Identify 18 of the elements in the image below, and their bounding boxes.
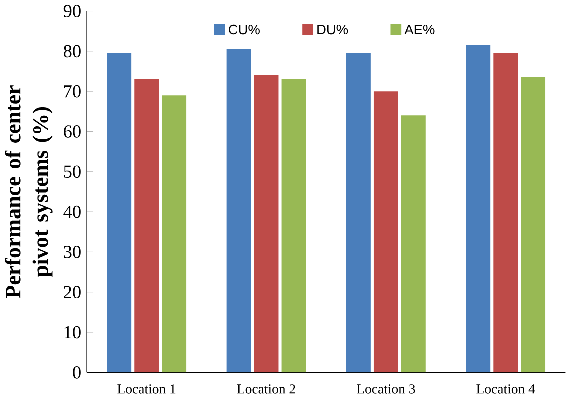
legend-label: DU% <box>318 24 348 35</box>
x-tick-label: Location 2 <box>237 384 296 394</box>
y-tick-label: 40 <box>64 206 81 218</box>
y-tick-label: 60 <box>64 126 81 138</box>
y-tick-label: 30 <box>64 246 81 258</box>
x-tick-label: Location 4 <box>476 384 536 394</box>
y-tick-label: 70 <box>64 85 81 98</box>
y-tick-label: 10 <box>64 326 81 339</box>
legend-label: AE% <box>404 24 435 35</box>
y-tick-label: 20 <box>64 286 81 299</box>
y-tick-label: 50 <box>64 166 81 178</box>
x-tick-label: Location 1 <box>118 384 176 394</box>
y-tick-label: 80 <box>64 45 81 58</box>
x-tick-label: Location 3 <box>357 384 416 394</box>
legend-label: CU% <box>229 24 260 35</box>
y-axis-title: Performance of center pivot systems (%) <box>5 86 53 298</box>
y-tick-label: 90 <box>64 5 81 18</box>
y-tick-label: 0 <box>73 366 81 379</box>
